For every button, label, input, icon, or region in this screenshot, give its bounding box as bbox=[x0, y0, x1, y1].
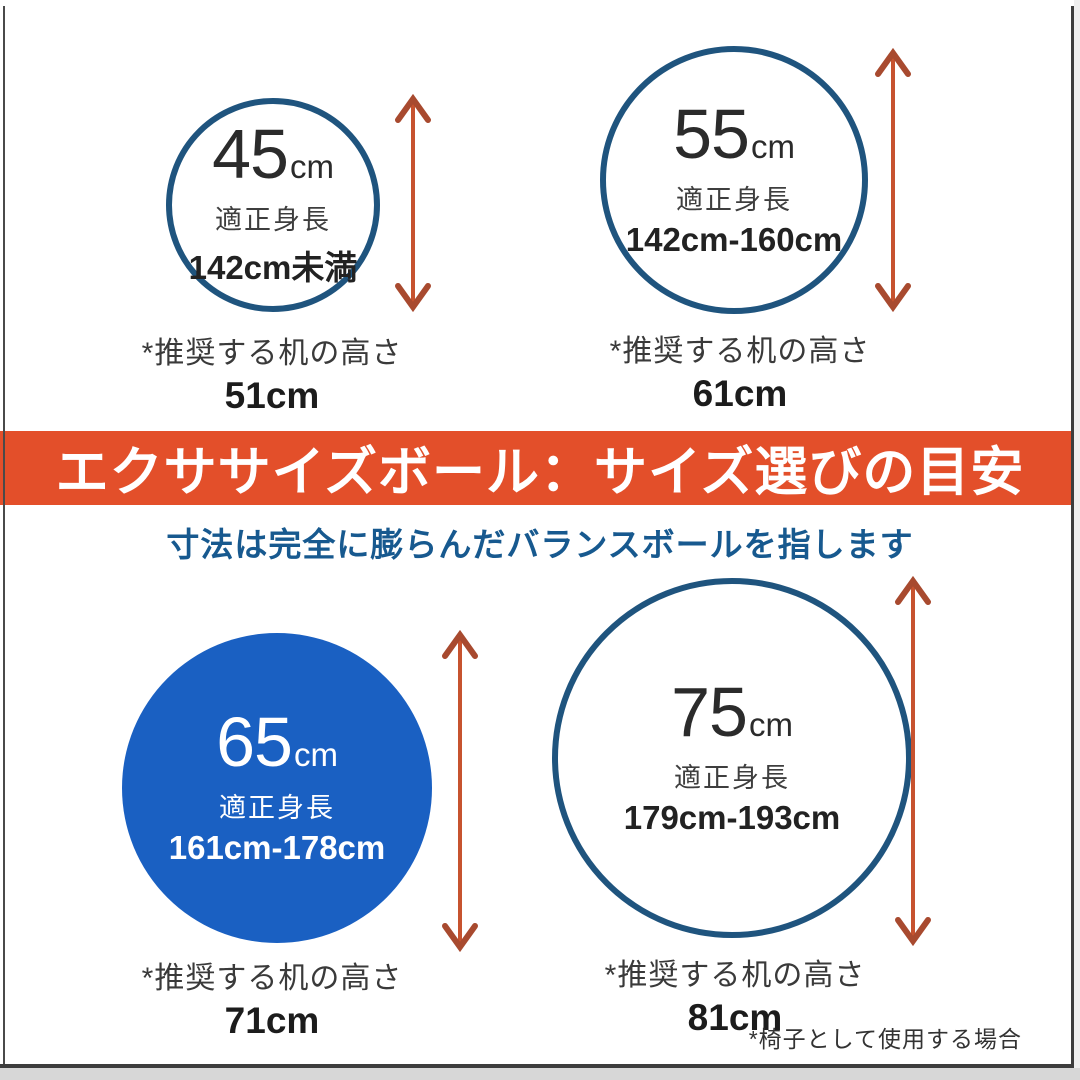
height-arrow-icon bbox=[875, 47, 911, 313]
ball-55-size: 55cm bbox=[673, 99, 795, 169]
card-edge-shadow bbox=[1074, 0, 1080, 1080]
ball-75-size: 75cm bbox=[671, 677, 793, 747]
desk-height-55-value: 61cm bbox=[692, 373, 788, 414]
ball-65-fit-range: 161cm-178cm bbox=[168, 828, 386, 866]
desk-height-65-label: *推奨する机の高さ bbox=[141, 962, 403, 995]
desk-height-45: *推奨する机の高さ 51cm bbox=[82, 328, 462, 417]
ball-65-size-value: 65 bbox=[216, 703, 293, 782]
desk-height-65-value: 71cm bbox=[224, 1000, 320, 1041]
ball-65-fit-label: 適正身長 bbox=[219, 792, 335, 823]
desk-height-75-label: *推奨する机の高さ bbox=[604, 959, 866, 992]
ball-75-fit-label: 適正身長 bbox=[674, 762, 790, 793]
card-border-left bbox=[3, 6, 5, 1068]
ball-55-circle: 55cm 適正身長 142cm-160cm bbox=[600, 46, 868, 314]
subtitle: 寸法は完全に膨らんだバランスボールを指します bbox=[166, 526, 914, 563]
ball-45-fit-range: 142cm未満 bbox=[188, 248, 358, 286]
title-banner: エクササイズボール：サイズ選びの目安 bbox=[0, 431, 1080, 505]
ball-75-size-value: 75 bbox=[671, 673, 748, 752]
ball-55-size-value: 55 bbox=[673, 95, 750, 174]
ball-65-circle: 65cm 適正身長 161cm-178cm bbox=[122, 633, 432, 943]
ball-75-size-unit: cm bbox=[748, 706, 793, 744]
card-border-bottom bbox=[0, 1064, 1074, 1068]
desk-height-45-value: 51cm bbox=[224, 375, 320, 416]
card-border-right bbox=[1071, 6, 1074, 1068]
banner-title: エクササイズボール：サイズ選びの目安 bbox=[55, 443, 1025, 502]
ball-75-circle: 75cm 適正身長 179cm-193cm bbox=[552, 578, 912, 938]
ball-65-size-unit: cm bbox=[293, 736, 338, 774]
ball-55-fit-range: 142cm-160cm bbox=[625, 220, 843, 258]
desk-height-55: *推奨する机の高さ 61cm bbox=[550, 326, 930, 415]
ball-45-fit-label: 適正身長 bbox=[215, 204, 331, 235]
desk-height-75: *推奨する机の高さ 81cm bbox=[545, 950, 925, 1039]
height-arrow-icon bbox=[395, 93, 431, 313]
ball-45-circle: 45cm 適正身長 142cm未満 bbox=[166, 98, 380, 312]
ball-55-size-unit: cm bbox=[750, 128, 795, 166]
card-edge-shadow bbox=[0, 1068, 1080, 1080]
ball-45-size-unit: cm bbox=[289, 148, 334, 186]
ball-75-fit-range: 179cm-193cm bbox=[623, 798, 841, 836]
ball-55-fit-label: 適正身長 bbox=[676, 184, 792, 215]
ball-45-size: 45cm bbox=[212, 119, 334, 189]
ball-45-size-value: 45 bbox=[212, 115, 289, 194]
desk-height-65: *推奨する机の高さ 71cm bbox=[82, 953, 462, 1042]
height-arrow-icon bbox=[895, 575, 931, 947]
desk-height-45-label: *推奨する机の高さ bbox=[141, 337, 403, 370]
height-arrow-icon bbox=[442, 629, 478, 953]
desk-height-75-value: 81cm bbox=[687, 997, 783, 1038]
ball-65-size: 65cm bbox=[216, 707, 338, 777]
chair-use-footnote: *椅子として使用する場合 bbox=[748, 1026, 1022, 1052]
desk-height-55-label: *推奨する机の高さ bbox=[609, 335, 871, 368]
